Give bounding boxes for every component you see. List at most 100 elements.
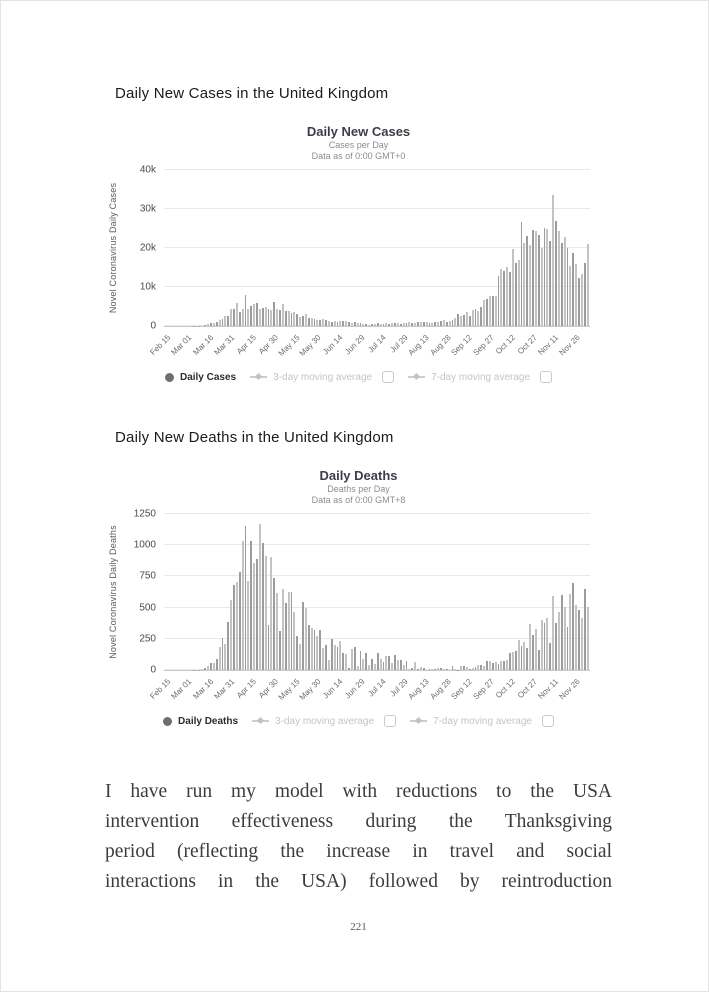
bar [419, 667, 422, 670]
bar [477, 665, 480, 670]
bar [325, 319, 327, 326]
bar [224, 316, 227, 326]
x-tick-label-text: Jun 14 [321, 333, 345, 357]
bar [543, 622, 546, 670]
bar [296, 636, 299, 670]
x-tick-label-text: Oct 12 [494, 333, 518, 357]
bar [264, 556, 267, 670]
bar [368, 664, 370, 670]
bar [417, 668, 419, 670]
bar [552, 595, 554, 670]
page-number: 221 [350, 921, 367, 933]
bar [270, 556, 273, 670]
bar [345, 320, 347, 326]
bar [307, 317, 310, 326]
bar [233, 584, 235, 670]
legend-label: 7-day moving average [433, 715, 532, 727]
bar [391, 663, 393, 670]
x-tick-label-text: Feb 15 [147, 333, 172, 357]
chart-title: Daily New Cases [306, 124, 411, 139]
bar [534, 230, 537, 326]
moving-average-line-icon [252, 716, 270, 725]
x-tick-label-text: Sep 27 [471, 333, 496, 358]
bar [276, 309, 278, 326]
legend-label: Daily Cases [179, 371, 237, 383]
bar [296, 313, 299, 326]
bar [483, 665, 485, 670]
bar [287, 591, 290, 670]
bar [532, 635, 534, 670]
bar [500, 269, 503, 326]
bar [526, 648, 529, 670]
bar [241, 540, 244, 670]
y-tick-label: 250 [139, 633, 156, 645]
x-tick-label-text: Jul 14 [366, 333, 388, 355]
x-tick-label-text: May 15 [276, 333, 302, 358]
legend-item-7-day-moving-average[interactable]: 7-day moving average [410, 715, 554, 727]
bar [261, 543, 264, 670]
bar [549, 643, 552, 670]
bar [405, 660, 408, 670]
bar [414, 322, 416, 326]
bar [299, 316, 301, 326]
bar [371, 323, 373, 326]
x-tick-label-text: Sep 12 [449, 333, 475, 358]
moving-average-line-icon [250, 372, 268, 381]
legend-checkbox[interactable] [384, 715, 397, 727]
legend-label: 7-day moving average [431, 371, 531, 383]
legend-label: Daily Deaths [178, 715, 239, 727]
bar [411, 668, 414, 670]
bar [434, 321, 437, 326]
bar [330, 639, 333, 670]
bar [253, 304, 255, 326]
x-tick-label-text: Aug 28 [428, 333, 453, 358]
series-circle-icon [164, 372, 174, 382]
legend-item-daily-deaths[interactable]: Daily Deaths [163, 716, 238, 727]
bar [273, 577, 276, 670]
bar [230, 309, 232, 326]
legend-item-daily-cases[interactable]: Daily Cases [164, 371, 237, 383]
bar [293, 312, 296, 326]
bar [483, 300, 485, 326]
bar [557, 612, 560, 670]
bar [448, 320, 451, 326]
series-circle-icon [163, 716, 173, 726]
bar [451, 666, 454, 670]
bar [486, 299, 488, 326]
x-tick-label-text: Jun 29 [342, 677, 367, 701]
gridline [164, 544, 590, 546]
bar [230, 599, 232, 670]
bar [494, 295, 497, 326]
bar [474, 666, 477, 670]
bar [322, 318, 324, 326]
bar [201, 669, 204, 670]
bar [348, 668, 350, 670]
bar [494, 661, 497, 670]
legend-item-7-day-moving-average[interactable]: 7-day moving average [408, 371, 553, 383]
bar [497, 275, 500, 326]
x-tick-label-text: Apr 30 [256, 333, 280, 357]
bar [534, 629, 537, 670]
daily-new-cases-chart: Daily New Cases Cases per Day Data as of… [105, 124, 612, 383]
bar [557, 230, 560, 326]
bar [215, 321, 218, 326]
legend-item-3-day-moving-average[interactable]: 3-day moving average [252, 715, 397, 727]
x-tick-label-text: May 15 [276, 677, 302, 702]
gridline [164, 247, 590, 248]
bar [273, 301, 276, 326]
legend-checkbox[interactable] [540, 371, 553, 383]
bar [488, 661, 491, 670]
x-tick-label-text: Sep 27 [471, 677, 496, 702]
diamond-marker-icon [255, 372, 263, 381]
y-tick-label: 1000 [133, 539, 156, 551]
bar [460, 666, 462, 670]
legend-checkbox[interactable] [382, 371, 395, 383]
bar [572, 253, 575, 326]
bar [514, 651, 517, 670]
paragraph-line: period (reflecting the increase in trave… [105, 841, 612, 862]
bar [422, 667, 425, 670]
x-tick-label-text: Mar 31 [212, 677, 237, 701]
bar [336, 321, 339, 326]
legend-item-3-day-moving-average[interactable]: 3-day moving average [250, 371, 395, 383]
legend-checkbox[interactable] [541, 715, 554, 727]
